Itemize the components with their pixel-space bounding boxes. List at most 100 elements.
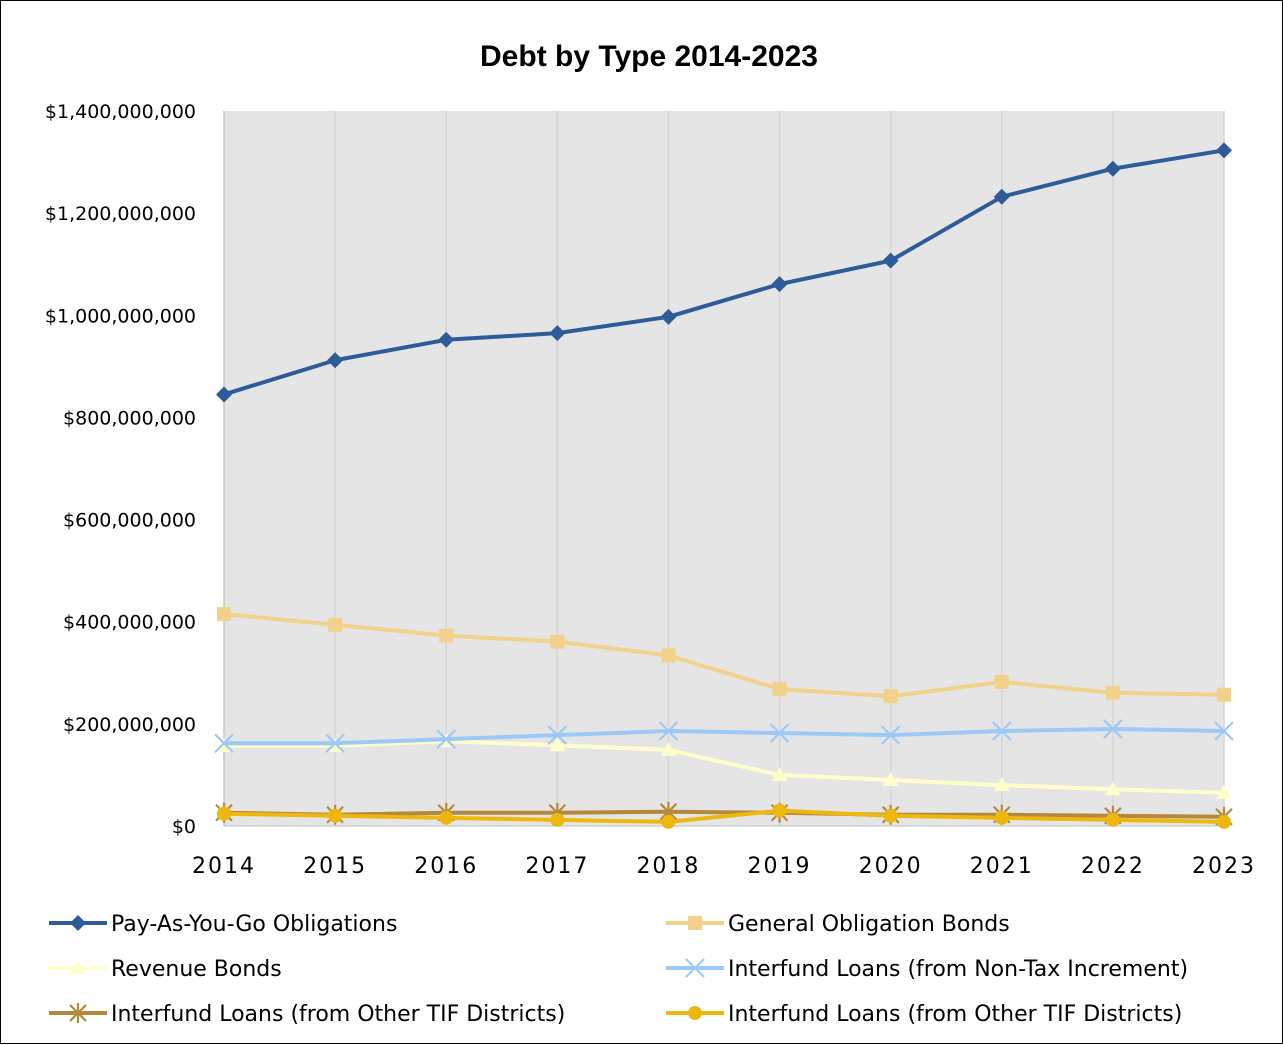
- data-point: [214, 733, 234, 754]
- x-tick-label: 2015: [303, 854, 367, 879]
- data-point: [436, 729, 456, 749]
- legend-item-2: General Obligation Bonds: [666, 912, 1010, 937]
- legend-label: Pay-As-You-Go Obligations: [111, 912, 397, 937]
- legend-label: General Obligation Bonds: [728, 912, 1010, 937]
- series-line: [223, 148, 1225, 397]
- data-point: [771, 766, 788, 781]
- legend-swatch-marker: [69, 1003, 87, 1023]
- data-point: [1105, 685, 1120, 700]
- data-point: [660, 308, 677, 325]
- y-tick-label: $800,000,000: [63, 407, 196, 429]
- plot-area: [224, 111, 1224, 826]
- data-point: [325, 733, 345, 754]
- x-tick-label: 2021: [970, 854, 1034, 879]
- legend-swatch-marker: [688, 916, 702, 930]
- data-point: [1103, 719, 1123, 739]
- data-point: [660, 741, 677, 756]
- data-point: [994, 674, 1009, 689]
- legend-item-1: Pay-As-You-Go Obligations: [49, 912, 397, 937]
- data-point: [658, 721, 679, 741]
- x-tick-label: 2014: [192, 854, 256, 879]
- series-2: [217, 607, 1231, 704]
- data-point: [549, 325, 566, 342]
- data-point: [1105, 812, 1120, 827]
- legend-swatch-marker: [70, 960, 86, 974]
- data-point: [883, 689, 898, 704]
- legend-swatch-marker: [688, 1006, 702, 1020]
- series-6: [217, 803, 1231, 829]
- x-tick-label: 2019: [748, 854, 812, 879]
- legend-swatch-marker: [70, 915, 86, 931]
- series-group: [214, 142, 1234, 829]
- x-tick-label: 2017: [525, 854, 589, 879]
- y-axis: $0 $200,000,000 $400,000,000 $600,000,000 $8…: [45, 101, 196, 838]
- data-point: [1104, 160, 1121, 177]
- data-point: [1104, 781, 1121, 796]
- x-tick-label: 2020: [859, 854, 923, 879]
- legend: Pay-As-You-Go Obligations General Obligat…: [49, 912, 1188, 1027]
- series-line: [223, 809, 1225, 819]
- y-tick-label: $600,000,000: [63, 510, 196, 532]
- legend-label: Revenue Bonds: [111, 957, 282, 982]
- x-tick-label: 2016: [414, 854, 478, 879]
- legend-item-3: Revenue Bonds: [49, 957, 282, 982]
- y-tick-label: $1,400,000,000: [45, 101, 196, 123]
- data-point: [661, 814, 676, 829]
- legend-item-5: Interfund Loans (from Other TIF District…: [49, 1002, 565, 1027]
- legend-label: Interfund Loans (from Non-Tax Increment): [728, 957, 1188, 982]
- data-point: [772, 682, 787, 697]
- data-point: [993, 777, 1010, 792]
- legend-label: Interfund Loans (from Other TIF District…: [111, 1002, 565, 1027]
- data-point: [1217, 687, 1231, 702]
- series-line: [223, 612, 1225, 699]
- series-4: [214, 719, 1234, 754]
- legend-swatch-marker: [685, 958, 705, 978]
- data-point: [994, 810, 1009, 825]
- data-point: [880, 725, 901, 745]
- grid-lines: [223, 111, 1225, 827]
- data-point: [883, 808, 898, 823]
- data-point: [993, 188, 1010, 205]
- series-1: [216, 142, 1232, 403]
- data-point: [772, 803, 787, 818]
- data-point: [217, 806, 231, 821]
- series-line: [224, 739, 1225, 795]
- chart-title: Debt by Type 2014-2023: [480, 40, 818, 73]
- legend-item-6: Interfund Loans (from Other TIF District…: [666, 1002, 1182, 1027]
- data-point: [882, 252, 899, 269]
- y-tick-label: $0: [172, 816, 196, 838]
- data-point: [550, 812, 565, 827]
- data-point: [992, 721, 1012, 741]
- data-point: [439, 628, 454, 643]
- data-point: [328, 617, 343, 632]
- series-line: [224, 726, 1225, 746]
- data-point: [1217, 814, 1231, 829]
- data-point: [217, 607, 231, 622]
- y-tick-label: $1,200,000,000: [45, 203, 196, 225]
- y-tick-label: $200,000,000: [63, 714, 196, 736]
- data-point: [771, 276, 788, 293]
- legend-label: Interfund Loans (from Other TIF District…: [728, 1002, 1182, 1027]
- data-point: [1216, 142, 1232, 159]
- data-point: [327, 352, 344, 369]
- data-point: [328, 808, 343, 823]
- y-tick-label: $400,000,000: [63, 612, 196, 634]
- x-tick-label: 2022: [1081, 854, 1145, 879]
- data-point: [439, 810, 454, 825]
- data-point: [547, 725, 568, 745]
- data-point: [550, 634, 565, 649]
- series-line: [223, 808, 1225, 824]
- data-point: [882, 772, 899, 787]
- data-point: [549, 737, 566, 752]
- x-axis: 2014 2015 2016 2017 2018 2019 2020 2021 2022 2023: [192, 854, 1256, 879]
- data-point: [661, 648, 676, 663]
- x-tick-label: 2018: [636, 854, 700, 879]
- data-point: [438, 331, 455, 348]
- y-tick-label: $1,000,000,000: [45, 305, 196, 327]
- x-tick-label: 2023: [1192, 854, 1256, 879]
- data-point: [216, 386, 232, 403]
- data-point: [1214, 721, 1234, 741]
- data-point: [1216, 784, 1232, 799]
